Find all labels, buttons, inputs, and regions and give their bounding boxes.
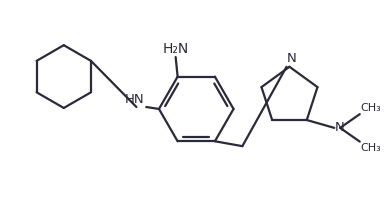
Text: N: N bbox=[286, 52, 296, 65]
Text: N: N bbox=[335, 121, 345, 134]
Text: H₂N: H₂N bbox=[162, 42, 189, 56]
Text: CH₃: CH₃ bbox=[361, 143, 381, 153]
Text: CH₃: CH₃ bbox=[361, 103, 381, 113]
Text: HN: HN bbox=[125, 93, 144, 106]
